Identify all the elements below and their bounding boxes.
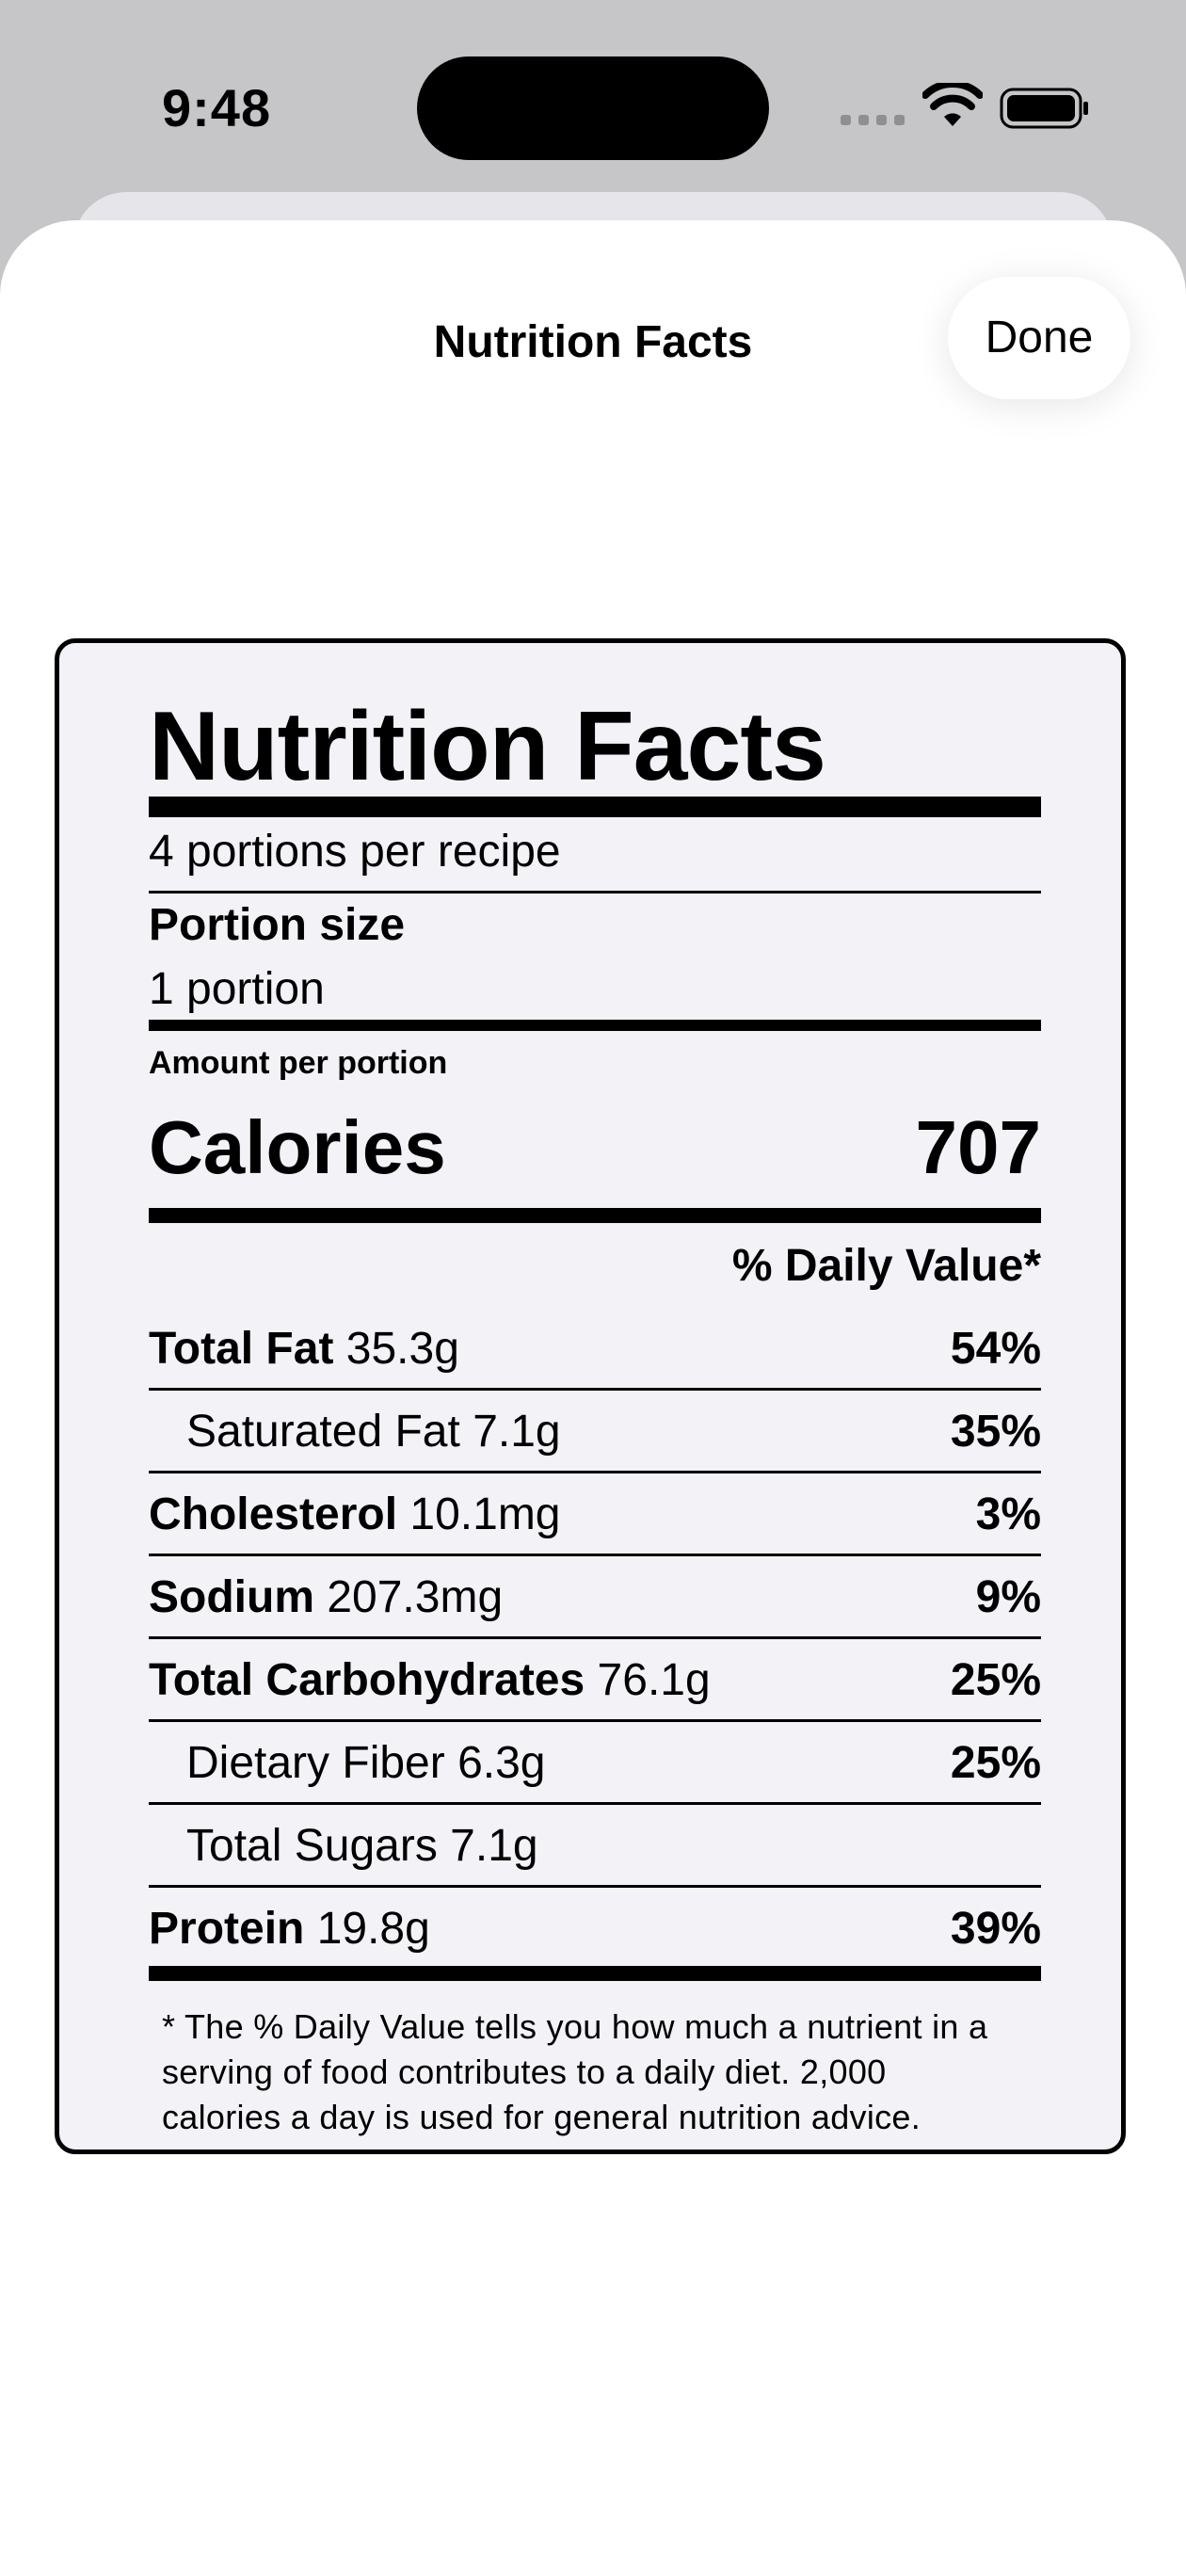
nutrition-label: Nutrition Facts 4 portions per recipe Po… [55,638,1126,2154]
cellular-signal-icon [841,115,905,128]
sheet-title: Nutrition Facts [433,317,753,367]
nutrient-row-total-carbohydrates: Total Carbohydrates 76.1g 25% [149,1639,1041,1722]
portion-size-label: Portion size [149,900,406,950]
footnote-line: * The % Daily Value tells you how much a… [162,2007,988,2046]
row-divider [149,1719,1041,1722]
nutrient-row-cholesterol: Cholesterol 10.1mg 3% [149,1473,1041,1556]
footnote-line: serving of food contributes to a daily d… [162,2053,887,2091]
calories-divider [149,1208,1041,1223]
thick-divider [149,797,1041,817]
nutrient-name: Dietary Fiber 6.3g [186,1738,546,1788]
nutrient-row-sodium: Sodium 207.3mg 9% [149,1556,1041,1639]
nutrient-name: Total Fat 35.3g [149,1324,459,1374]
calories-label: Calories [149,1105,446,1189]
daily-value-header: % Daily Value* [731,1241,1041,1291]
nutrient-row-protein: Protein 19.8g 39% [149,1888,1041,1963]
wifi-icon [922,83,983,126]
servings-text: 4 portions per recipe [149,827,561,877]
nutrient-daily-value: 39% [950,1904,1041,1954]
dynamic-island [417,56,769,160]
nutrient-row-dietary-fiber: Dietary Fiber 6.3g 25% [149,1722,1041,1805]
label-heading: Nutrition Facts [149,692,826,801]
nutrient-daily-value: 3% [975,1489,1041,1539]
nutrient-row-total-sugars: Total Sugars 7.1g [149,1805,1041,1888]
footnote-line: calories a day is used for general nutri… [162,2098,922,2136]
portion-size-value: 1 portion [149,964,325,1014]
medium-divider [149,1020,1041,1031]
nutrient-name: Saturated Fat 7.1g [186,1407,561,1457]
nutrient-daily-value: 25% [950,1655,1041,1705]
nutrient-name: Total Sugars 7.1g [186,1821,538,1871]
nutrient-daily-value: 35% [950,1407,1041,1457]
row-divider [149,1802,1041,1805]
battery-icon [1000,88,1088,129]
nutrient-name: Total Carbohydrates 76.1g [149,1655,711,1705]
nutrient-daily-value: 54% [950,1324,1041,1374]
nutrient-row-total-fat: Total Fat 35.3g 54% [149,1308,1041,1391]
nutrient-daily-value: 9% [975,1572,1041,1622]
status-bar: 9:48 [0,0,1186,188]
status-time: 9:48 [162,78,272,137]
row-divider [149,1636,1041,1639]
nutrient-name: Cholesterol 10.1mg [149,1489,561,1539]
nutrient-name: Sodium 207.3mg [149,1572,504,1622]
row-divider [149,1388,1041,1391]
thin-divider [149,891,1041,894]
nutrient-row-saturated-fat: Saturated Fat 7.1g 35% [149,1391,1041,1473]
row-divider [149,1554,1041,1556]
bottom-divider [149,1966,1041,1981]
amount-per-portion: Amount per portion [149,1045,448,1081]
row-divider [149,1885,1041,1888]
nutrient-name: Protein 19.8g [149,1904,430,1954]
row-divider [149,1471,1041,1473]
calories-value: 707 [915,1105,1041,1189]
nutrient-daily-value: 25% [950,1738,1041,1788]
footnote: * The % Daily Value tells you how much a… [162,2004,1037,2140]
done-button[interactable]: Done [948,277,1130,399]
